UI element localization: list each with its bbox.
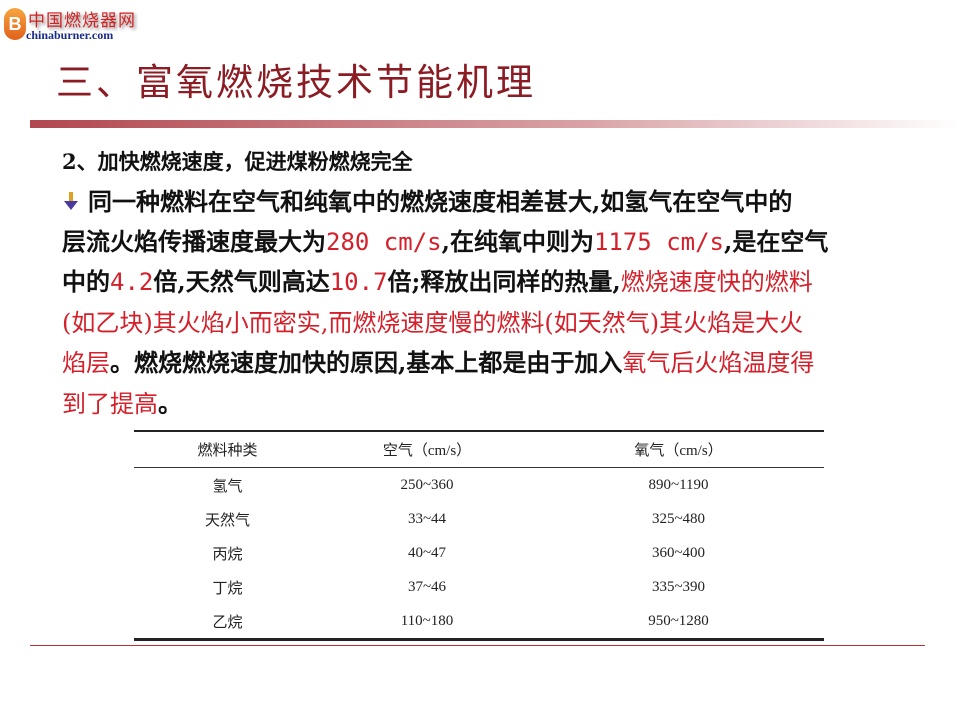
table-row: 乙烷 110~180 950~1280 bbox=[134, 604, 824, 640]
highlight-text: 10.7 bbox=[329, 268, 388, 296]
paragraph-line: (如乙块)其火焰小而密实,而燃烧速度慢的燃料(如天然气)其火焰是大火 bbox=[62, 303, 932, 344]
body-paragraph: 同一种燃料在空气和纯氧中的燃烧速度相差甚大,如氢气在空气中的层流火焰传播速度最大… bbox=[62, 182, 932, 424]
body-text: 中的 bbox=[62, 267, 110, 296]
header-fuel-type: 燃料种类 bbox=[134, 431, 321, 468]
flame-speed-table: 燃料种类 空气（cm/s） 氧气（cm/s） 氢气 250~360 890~1190… bbox=[134, 430, 824, 641]
highlight-text: 氧气后火焰温度得 bbox=[622, 349, 815, 377]
highlight-text: 280 cm/s bbox=[326, 227, 442, 256]
body-text: 。燃烧燃烧速度加快的原因,基本上都是由于加入 bbox=[110, 348, 623, 377]
bullet-arrow-icon bbox=[62, 192, 82, 212]
cell-oxygen: 950~1280 bbox=[648, 612, 709, 629]
cell-air: 110~180 bbox=[400, 612, 454, 629]
cell-air: 37~46 bbox=[407, 578, 447, 595]
body-text: 同一种燃料在空气和纯氧中的燃烧速度相差甚大,如氢气在空气中的 bbox=[88, 187, 793, 216]
body-text: ,在纯氧中则为 bbox=[441, 226, 594, 256]
paragraph-line: 焰层。燃烧燃烧速度加快的原因,基本上都是由于加入氧气后火焰温度得 bbox=[62, 343, 932, 384]
site-logo: B 中国燃烧器网 chinaburner.com bbox=[4, 6, 139, 42]
cell-oxygen: 325~480 bbox=[651, 510, 706, 527]
highlight-text: 到了提高 bbox=[62, 389, 158, 418]
cell-fuel: 丙烷 bbox=[212, 546, 243, 563]
table-header-row: 燃料种类 空气（cm/s） 氧气（cm/s） bbox=[134, 431, 824, 468]
cell-fuel: 丁烷 bbox=[212, 580, 243, 597]
footer-divider bbox=[30, 645, 925, 646]
slide-title: 三、富氧燃烧技术节能机理 bbox=[56, 61, 536, 104]
cell-oxygen: 335~390 bbox=[651, 578, 706, 595]
body-text: 倍;释放出同样的热量, bbox=[387, 267, 621, 296]
paragraph-line: 中的4.2倍,天然气则高达10.7倍;释放出同样的热量,燃烧速度快的燃料 bbox=[62, 262, 932, 303]
header-air-speed: 空气（cm/s） bbox=[321, 431, 533, 468]
section-subtitle: 2、加快燃烧速度，促进煤粉燃烧完全 bbox=[62, 149, 413, 174]
cell-oxygen: 890~1190 bbox=[648, 476, 709, 493]
body-text: 。 bbox=[158, 388, 182, 418]
logo-domain-text: chinaburner.com bbox=[26, 28, 114, 42]
body-text: 倍,天然气则高达 bbox=[153, 267, 330, 296]
header-oxygen-speed: 氧气（cm/s） bbox=[533, 431, 824, 468]
body-text: 层流火焰传播速度最大为 bbox=[62, 226, 326, 256]
paragraph-line: 同一种燃料在空气和纯氧中的燃烧速度相差甚大,如氢气在空气中的 bbox=[62, 182, 932, 222]
table-row: 天然气 33~44 325~480 bbox=[134, 502, 824, 536]
cell-air: 40~47 bbox=[407, 544, 447, 561]
cell-fuel: 天然气 bbox=[204, 512, 250, 529]
highlight-text: (如乙块)其火焰小而密实,而燃烧速度慢的燃料(如天然气)其火焰是大火 bbox=[62, 308, 804, 337]
cell-air: 33~44 bbox=[407, 510, 447, 527]
logo-chinese-text: 中国燃烧器网 bbox=[28, 11, 136, 31]
highlight-text: 1175 cm/s bbox=[593, 227, 724, 256]
body-text: ,是在空气 bbox=[724, 226, 829, 256]
table-row: 丙烷 40~47 360~400 bbox=[134, 536, 824, 570]
highlight-text: 4.2 bbox=[110, 268, 154, 296]
cell-fuel: 乙烷 bbox=[212, 614, 243, 631]
paragraph-line: 到了提高。 bbox=[62, 384, 932, 425]
logo-mark-icon: B bbox=[4, 8, 26, 40]
cell-fuel: 氢气 bbox=[212, 478, 243, 495]
table-row: 丁烷 37~46 335~390 bbox=[134, 570, 824, 604]
cell-oxygen: 360~400 bbox=[651, 544, 706, 561]
title-divider-bar bbox=[30, 120, 960, 128]
highlight-text: 焰层 bbox=[62, 349, 110, 377]
cell-air: 250~360 bbox=[400, 476, 454, 493]
paragraph-line: 层流火焰传播速度最大为280 cm/s,在纯氧中则为1175 cm/s,是在空气 bbox=[62, 222, 932, 263]
table-row: 氢气 250~360 890~1190 bbox=[134, 468, 824, 503]
highlight-text: 燃烧速度快的燃料 bbox=[620, 268, 813, 296]
